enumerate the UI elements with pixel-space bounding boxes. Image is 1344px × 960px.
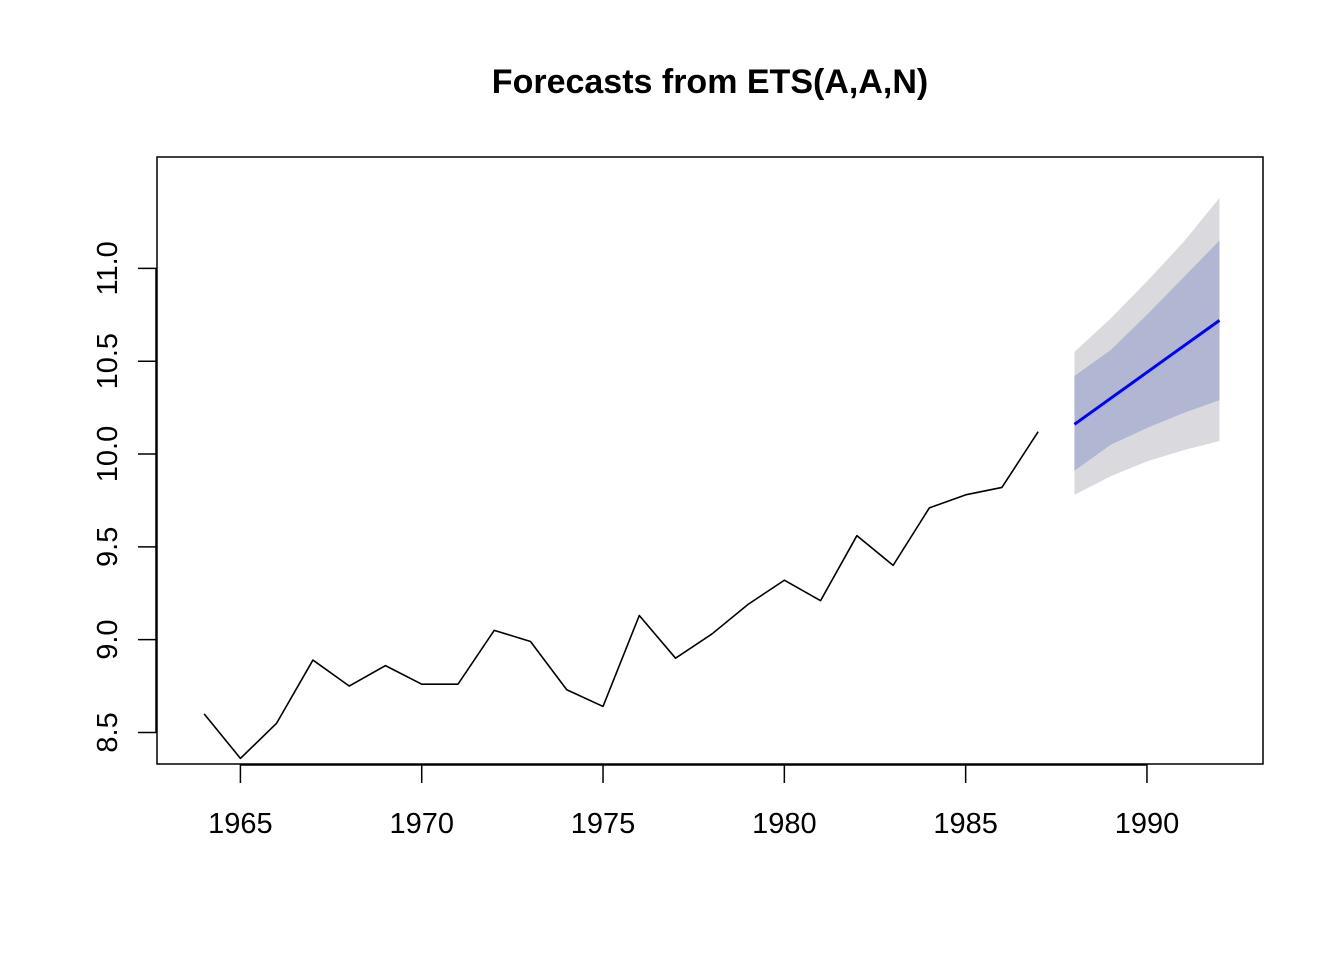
x-tick-label: 1985 [933,808,998,840]
y-tick-label: 9.5 [92,527,124,567]
x-tick-label: 1970 [389,808,454,840]
forecast-line [1073,319,1221,426]
x-tick-label: 1975 [571,808,636,840]
x-tick-label: 1990 [1115,808,1180,840]
chart-title: Forecasts from ETS(A,A,N) [492,63,928,101]
y-tick-label: 9.0 [92,619,124,659]
x-tick-label: 1965 [208,808,273,840]
observed-line [203,431,1039,760]
y-tick-label: 10.5 [92,333,124,389]
interval-band-80 [1074,240,1220,471]
y-tick-label: 11.0 [92,241,124,295]
y-tick-label: 10.0 [92,426,124,482]
plot-frame [156,156,1264,765]
y-tick-label: 8.5 [92,712,124,752]
plot-layer [203,197,1221,760]
axes-layer: 1965 1970 1975 1980 1985 1990 8.5 9.0 9.5 10.0 10.… [92,241,1179,840]
x-tick-label: 1980 [752,808,817,840]
